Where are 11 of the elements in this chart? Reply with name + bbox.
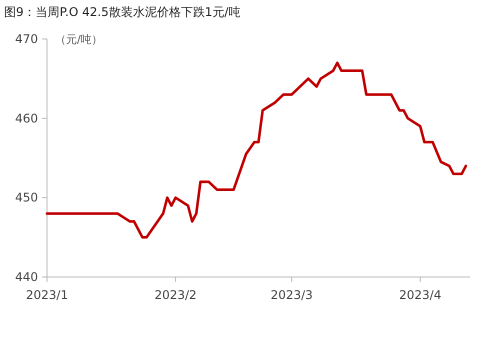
x-tick-label: 2023/2 — [154, 288, 197, 302]
line-series — [46, 62, 468, 239]
y-tick-label: 440 — [15, 270, 38, 284]
x-tick-label: 2023/3 — [270, 288, 313, 302]
x-tick-label: 2023/4 — [399, 288, 442, 302]
chart-title: 图9：当周P.O 42.5散装水泥价格下跌1元/吨 — [4, 5, 240, 19]
y-axis-title: （元/吨） — [55, 33, 103, 46]
y-tick-label: 470 — [15, 32, 38, 46]
x-tick-label: 2023/1 — [26, 288, 68, 302]
y-tick-label: 450 — [15, 190, 38, 205]
y-tick-label: 460 — [15, 111, 38, 126]
